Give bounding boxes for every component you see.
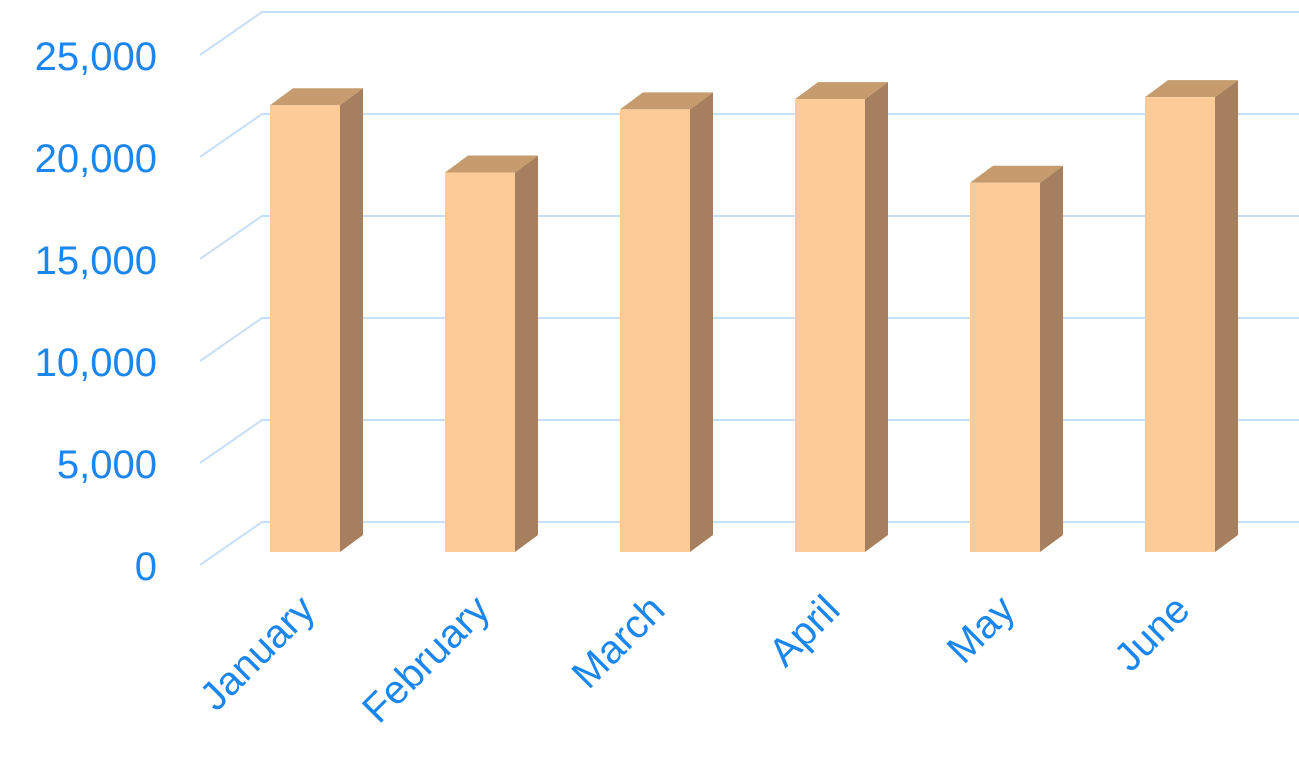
- bar-front: [270, 105, 340, 553]
- bar-side: [515, 155, 538, 552]
- bar-top: [1145, 80, 1238, 98]
- bar: [795, 82, 888, 553]
- bar-side: [1040, 165, 1063, 552]
- bar-top: [270, 88, 363, 106]
- grid-line: [199, 11, 1299, 56]
- bar-top: [620, 92, 713, 110]
- bar-front: [795, 99, 865, 553]
- y-tick-label: 15,000: [35, 239, 157, 283]
- y-tick-label: 5,000: [57, 443, 157, 487]
- grid-line: [199, 419, 1299, 464]
- bar: [620, 92, 713, 552]
- x-tick-label: June: [1106, 587, 1198, 679]
- x-tick-label: January: [192, 587, 324, 719]
- bar: [970, 165, 1063, 552]
- y-tick-label: 0: [135, 545, 157, 589]
- bar-side: [340, 88, 363, 553]
- grid-line: [199, 113, 1299, 158]
- x-tick-label: February: [354, 587, 498, 731]
- x-tick-label: March: [564, 587, 674, 697]
- grid-line: [199, 521, 1299, 566]
- x-tick-label: May: [939, 587, 1024, 672]
- grid-line: [199, 317, 1299, 362]
- y-tick-label: 10,000: [35, 341, 157, 385]
- bar-front: [620, 109, 690, 552]
- grid-line: [199, 215, 1299, 260]
- bar-front: [970, 182, 1040, 552]
- bar-top: [795, 82, 888, 100]
- y-tick-label: 25,000: [35, 35, 157, 79]
- bar: [1145, 80, 1238, 552]
- bar-front: [1145, 97, 1215, 552]
- bar-side: [690, 92, 713, 552]
- y-tick-label: 20,000: [35, 137, 157, 181]
- bar-top: [445, 155, 538, 173]
- bar-side: [865, 82, 888, 553]
- bar: [445, 155, 538, 552]
- bar-front: [445, 172, 515, 552]
- bar-side: [1215, 80, 1238, 552]
- x-tick-label: April: [761, 587, 849, 675]
- bar-top: [970, 165, 1063, 183]
- bar: [270, 88, 363, 553]
